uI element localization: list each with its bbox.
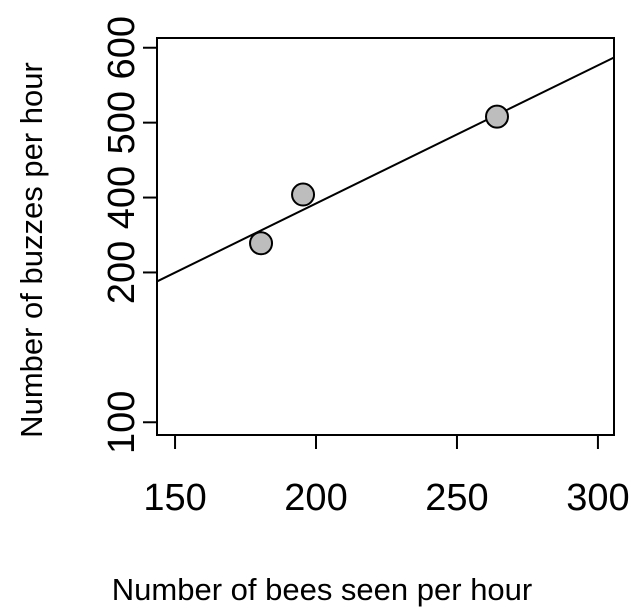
y-tick-label: 500: [101, 91, 143, 154]
x-tick-label: 150: [143, 477, 206, 519]
x-tick-label: 250: [425, 477, 488, 519]
y-tick-label: 600: [101, 16, 143, 79]
point: [249, 231, 274, 256]
x-axis-label: Number of bees seen per hour: [112, 572, 532, 607]
x-tick-label: 200: [284, 477, 347, 519]
x-tick-label: 300: [566, 477, 629, 519]
plot-frame: [156, 37, 615, 436]
y-axis-label: Number of buzzes per hour: [14, 62, 49, 438]
y-tick-label: 100: [101, 391, 143, 454]
point: [291, 182, 316, 207]
y-tick-label: 400: [101, 166, 143, 229]
fit-line: [156, 56, 615, 283]
point: [485, 104, 510, 129]
y-tick-label: 200: [101, 241, 143, 304]
